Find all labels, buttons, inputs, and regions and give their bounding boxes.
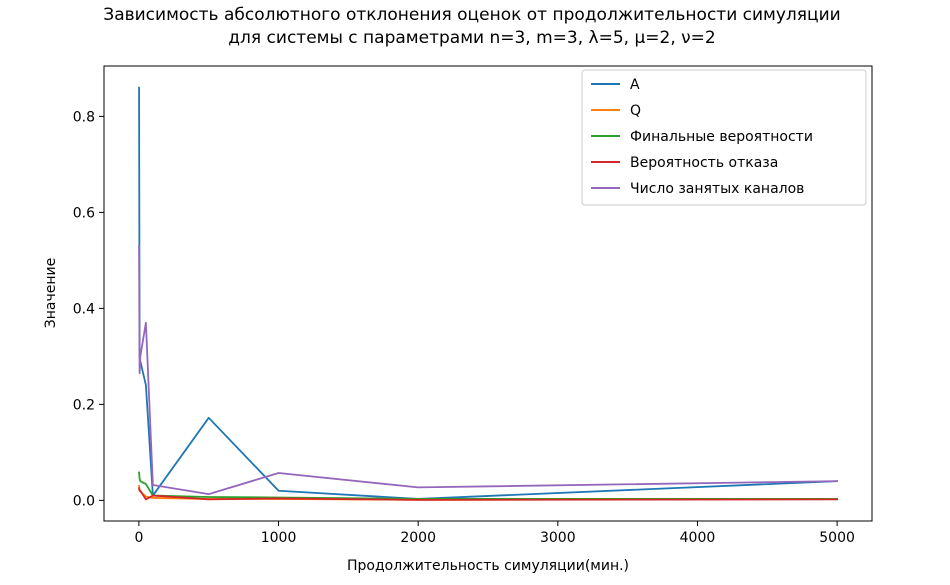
chart-title-line-2: для системы с параметрами n=3, m=3, λ=5,…	[228, 28, 715, 48]
x-tick-label: 2000	[400, 530, 436, 546]
legend-label: Число занятых каналов	[630, 181, 804, 197]
legend-box	[581, 69, 867, 206]
x-tick-label: 0	[134, 530, 143, 546]
y-axis-label: Значение	[43, 258, 59, 328]
legend-label: Финальные вероятности	[630, 129, 813, 145]
y-tick-label: 0.0	[73, 493, 95, 509]
x-tick-label: 1000	[261, 530, 297, 546]
series-line-5	[138, 245, 839, 496]
x-axis-label: Продолжительность симуляции(мин.)	[347, 558, 629, 574]
y-tick-label: 0.2	[73, 397, 95, 413]
legend-label: Q	[630, 103, 641, 119]
x-tick-label: 4000	[680, 530, 716, 546]
legend: AQ Финальные вероятности Вероятность отказ…	[581, 69, 867, 206]
y-axis: 0.0 0.2 0.4 0.6 0.8	[73, 109, 104, 509]
y-tick-label: 0.4	[73, 301, 95, 317]
x-axis: 0 1000 2000 3000 4000 5000	[134, 521, 855, 546]
legend-label: A	[630, 77, 640, 93]
y-tick-label: 0.6	[73, 205, 95, 221]
series-line-4	[137, 487, 838, 501]
legend-label: Вероятность отказа	[630, 155, 778, 171]
series-layer	[137, 86, 839, 501]
x-tick-label: 5000	[819, 530, 855, 546]
x-tick-label: 3000	[540, 530, 576, 546]
chart-title-line-1: Зависимость абсолютного отклонения оцено…	[103, 5, 840, 25]
y-tick-label: 0.8	[73, 109, 95, 125]
plot-frame	[103, 65, 873, 522]
